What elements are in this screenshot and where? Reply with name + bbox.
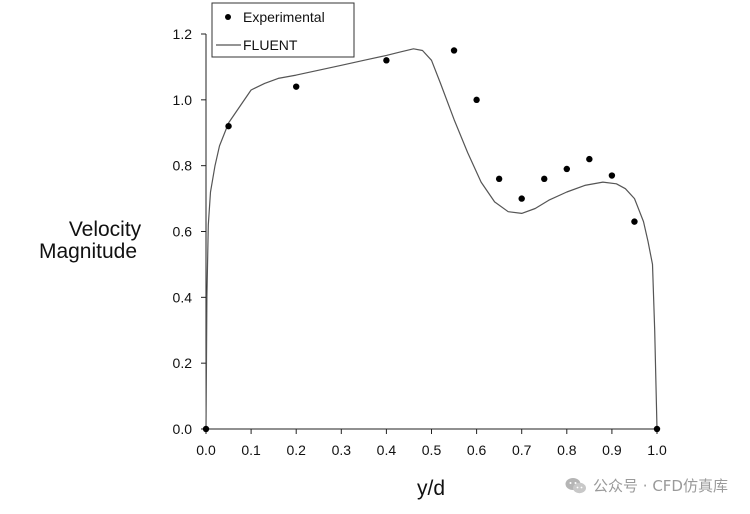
x-axis-title: y/d [417, 477, 445, 500]
data-point-experimental [608, 172, 616, 179]
x-tick-label: 0.6 [467, 442, 487, 458]
x-tick-label: 0.8 [557, 442, 577, 458]
y-tick-label: 0.0 [173, 421, 193, 437]
y-tick-label: 0.4 [173, 289, 193, 305]
x-tick-label: 0.0 [196, 442, 216, 458]
data-point-experimental [563, 165, 570, 173]
y-axis-title-line1: Velocity [69, 218, 142, 241]
legend-label-experimental: Experimental [243, 9, 325, 25]
data-point-experimental [225, 122, 232, 130]
legend-box [211, 2, 355, 58]
series-line-fluent [205, 48, 658, 430]
y-tick-label: 0.8 [173, 158, 193, 174]
data-point-experimental [450, 47, 458, 54]
x-tick-label: 0.3 [332, 442, 352, 458]
data-point-experimental [518, 195, 525, 202]
watermark: 公众号 · CFD仿真库 [565, 475, 728, 496]
legend-label-fluent: FLUENT [243, 37, 298, 53]
data-point-experimental [541, 175, 548, 183]
data-point-experimental [202, 425, 210, 433]
data-point-experimental [495, 175, 503, 183]
y-tick-label: 0.6 [173, 224, 193, 240]
x-tick-label: 0.9 [602, 442, 622, 458]
data-point-experimental [631, 218, 638, 225]
data-point-experimental [653, 425, 661, 433]
y-tick-label: 1.0 [173, 92, 193, 108]
x-tick-label: 1.0 [647, 442, 667, 458]
x-tick-label: 0.5 [422, 442, 442, 458]
x-tick-label: 0.4 [377, 442, 397, 458]
x-tick-label: 0.7 [512, 442, 532, 458]
data-point-experimental [293, 83, 300, 90]
y-tick-label: 1.2 [173, 26, 193, 42]
watermark-text: 公众号 · CFD仿真库 [593, 477, 728, 495]
data-point-experimental [383, 57, 390, 64]
data-point-experimental [473, 96, 480, 104]
y-axis-title-line2: Magnitude [39, 240, 137, 263]
x-tick-label: 0.2 [286, 442, 306, 458]
legend: Experimental FLUENT [211, 2, 355, 58]
y-tick-label: 0.2 [173, 355, 193, 371]
wechat-icon [565, 477, 587, 493]
legend-marker-experimental [225, 14, 231, 20]
x-tick-label: 0.1 [241, 442, 261, 458]
data-point-experimental [586, 155, 593, 163]
